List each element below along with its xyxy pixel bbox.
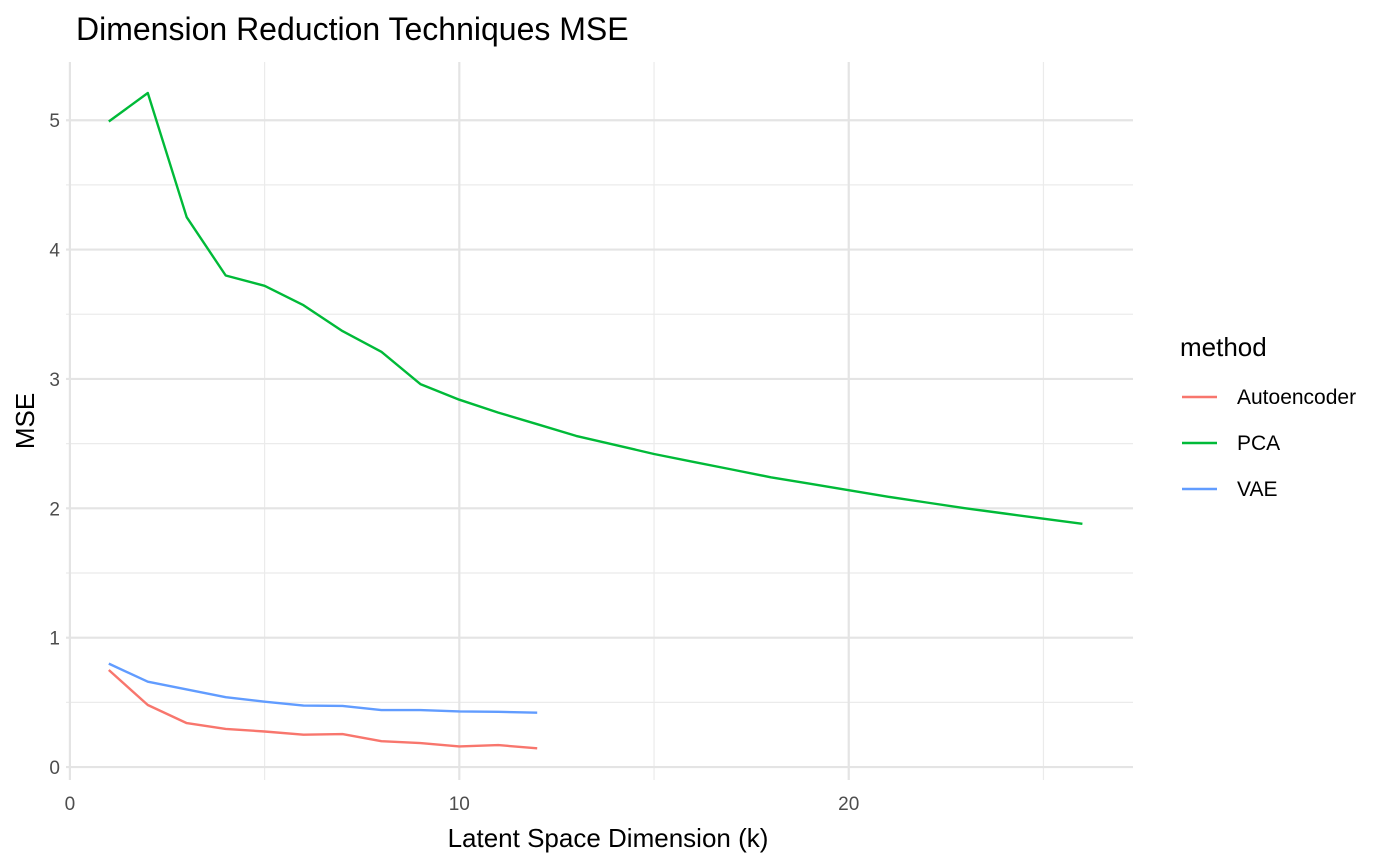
y-axis-title: MSE (10, 393, 40, 449)
chart-title: Dimension Reduction Techniques MSE (76, 11, 629, 47)
series-line-vae (108, 662, 538, 714)
legend-title: method (1180, 332, 1267, 362)
legend-item-pca: PCA (1182, 432, 1280, 455)
series-line-autoencoder (107, 669, 538, 750)
y-tick-label: 2 (49, 499, 60, 520)
legend-label: VAE (1237, 478, 1277, 501)
y-tick-label: 1 (49, 629, 60, 650)
y-tick-label: 5 (49, 111, 60, 132)
x-axis-ticks: 0 10 20 (65, 794, 860, 815)
y-tick-label: 3 (49, 370, 60, 391)
legend-item-vae: VAE (1182, 478, 1277, 501)
y-tick-label: 0 (49, 758, 60, 779)
x-tick-label: 0 (65, 794, 76, 815)
series-lines (107, 91, 1083, 750)
legend: method Autoencoder PCA VAE (1180, 332, 1356, 501)
x-axis-title: Latent Space Dimension (k) (448, 823, 769, 853)
plot-grid (66, 62, 1133, 780)
series-line-pca (108, 91, 1083, 525)
legend-label: PCA (1237, 432, 1280, 455)
x-tick-label: 10 (449, 794, 470, 815)
legend-label: Autoencoder (1237, 386, 1356, 409)
x-tick-label: 20 (838, 794, 859, 815)
y-axis-ticks: 0 1 2 3 4 5 (49, 111, 60, 779)
y-tick-label: 4 (49, 241, 60, 262)
legend-item-autoencoder: Autoencoder (1182, 386, 1356, 409)
